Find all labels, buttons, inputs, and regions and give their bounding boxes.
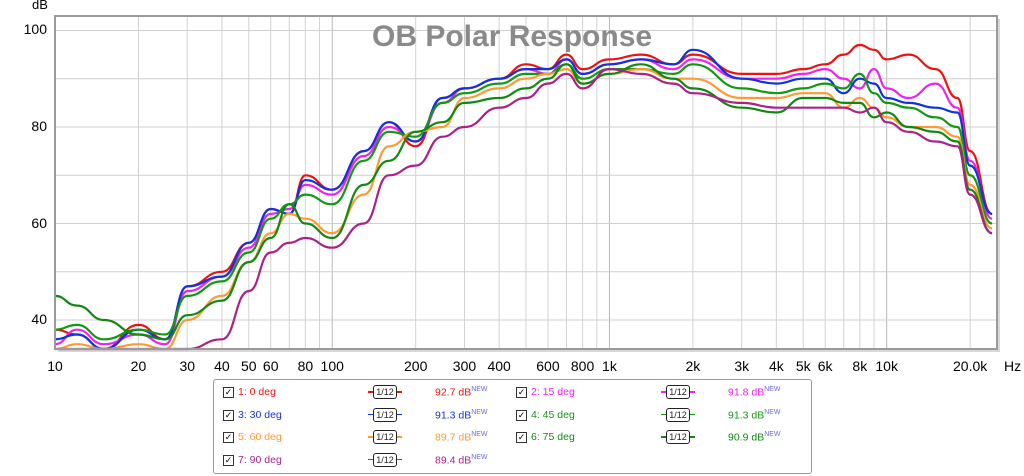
smoothing-label: 1/12 [373, 407, 397, 422]
legend-checkbox[interactable]: ✓ [516, 387, 527, 398]
legend-trace-name: 1: 0 deg [238, 386, 276, 398]
smoothing-button[interactable]: 1/12 [661, 383, 695, 401]
horizontal-grid [55, 29, 997, 321]
new-tag: NEW [471, 386, 488, 393]
legend-checkbox[interactable]: ✓ [223, 387, 234, 398]
legend-level: 89.7 dBNEW [435, 431, 488, 444]
new-tag: NEW [471, 408, 488, 416]
smoothing-label: 1/12 [666, 385, 690, 399]
x-tick-label: 800 [570, 358, 595, 374]
legend-checkbox[interactable]: ✓ [223, 409, 234, 421]
new-tag: NEW [764, 431, 781, 438]
x-tick-label: 40 [214, 358, 230, 374]
legend-trace-name: 4: 45 deg [531, 408, 575, 421]
smoothing-button[interactable]: 1/12 [368, 383, 402, 401]
y-tick-label: 40 [31, 311, 47, 328]
x-axis-unit: Hz [1004, 358, 1022, 374]
x-tick-label: 2k [685, 358, 701, 374]
legend-level: 89.4 dBNEW [435, 453, 488, 467]
legend-level: 91.3 dBNEW [728, 408, 781, 422]
legend-level: 91.3 dBNEW [435, 408, 488, 422]
y-axis-unit: dB [32, 0, 48, 12]
series-line-5 [54, 68, 993, 351]
new-tag: NEW [471, 431, 488, 438]
x-tick-label: 50 [240, 358, 257, 374]
x-tick-label: 400 [487, 358, 511, 374]
x-tick-label: 3k [734, 358, 750, 374]
x-tick-label: 10k [875, 358, 898, 374]
smoothing-label: 1/12 [373, 430, 397, 444]
x-tick-label: 60 [262, 358, 279, 374]
smoothing-button[interactable]: 1/12 [368, 451, 402, 469]
legend-level: 91.8 dBNEW [728, 386, 781, 399]
legend-trace-name: 2: 15 deg [531, 386, 575, 398]
chart-title: OB Polar Response [372, 20, 653, 53]
x-tick-label: 20 [130, 358, 147, 374]
x-tick-label: 5k [795, 358, 811, 374]
x-tick-label: 300 [452, 358, 477, 374]
y-tick-label: 60 [31, 214, 47, 231]
series-layer [54, 43, 993, 351]
y-tick-label: 80 [31, 118, 47, 134]
legend-trace-name: 7: 90 deg [238, 453, 282, 466]
smoothing-button[interactable]: 1/12 [368, 406, 402, 424]
x-tick-label: 6k [817, 358, 833, 374]
x-tick-label: 200 [403, 358, 428, 374]
new-tag: NEW [764, 386, 781, 393]
x-tick-label: 600 [536, 358, 560, 374]
x-tick-label: 10 [47, 358, 63, 374]
smoothing-button[interactable]: 1/12 [661, 406, 695, 424]
x-tick-label: 80 [297, 358, 314, 374]
vertical-grid [54, 16, 971, 349]
x-tick-label: 1k [602, 358, 617, 374]
y-tick-label: 100 [23, 21, 47, 38]
legend-checkbox[interactable]: ✓ [223, 432, 234, 443]
x-tick-label: 8k [852, 358, 868, 374]
x-tick-label: 4k [768, 358, 784, 374]
smoothing-label: 1/12 [373, 385, 397, 399]
legend-trace-name: 6: 75 deg [531, 431, 575, 443]
series-line-3 [54, 48, 993, 351]
legend-level: 92.7 dBNEW [435, 386, 488, 399]
x-tick-label: 30 [179, 358, 196, 374]
legend-checkbox[interactable]: ✓ [516, 409, 527, 421]
new-tag: NEW [471, 453, 488, 461]
smoothing-label: 1/12 [373, 452, 397, 467]
legend-panel: ✓ 1: 0 deg 1/12 92.7 dBNEW ✓ 2: 15 deg 1/12 91.… [213, 379, 812, 474]
smoothing-label: 1/12 [666, 407, 690, 422]
series-line-6 [54, 63, 993, 341]
legend-trace-name: 3: 30 deg [238, 408, 282, 421]
series-line-7 [55, 68, 993, 351]
smoothing-button[interactable]: 1/12 [368, 428, 402, 446]
legend-checkbox[interactable]: ✓ [223, 454, 234, 466]
smoothing-label: 1/12 [666, 430, 690, 444]
x-tick-label: 100 [320, 358, 344, 374]
new-tag: NEW [764, 408, 781, 416]
plot-border [54, 15, 998, 350]
x-tick-label: 20.0k [953, 358, 988, 374]
smoothing-button[interactable]: 1/12 [661, 428, 695, 446]
legend-level: 90.9 dBNEW [728, 431, 781, 444]
legend-trace-name: 5: 60 deg [238, 431, 282, 443]
legend-checkbox[interactable]: ✓ [516, 432, 527, 443]
